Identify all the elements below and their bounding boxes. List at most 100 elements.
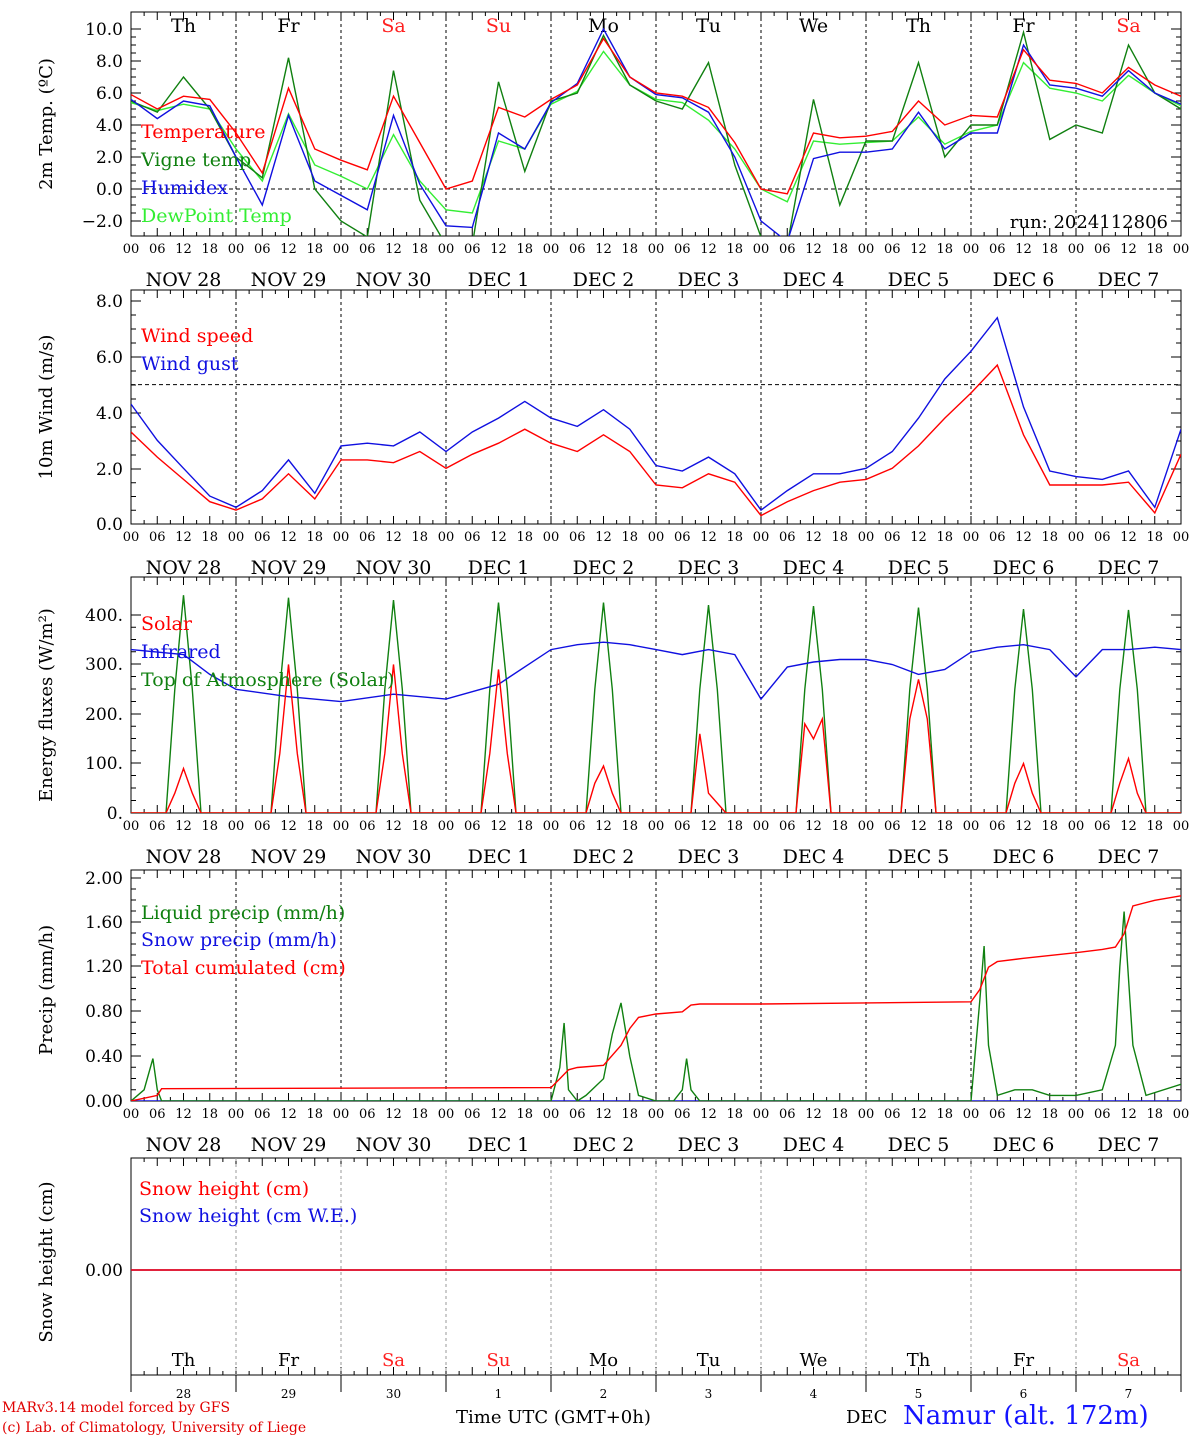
x-date-label: DEC 6 — [993, 269, 1055, 291]
x-hour-label: 00 — [438, 242, 455, 257]
day-number-label: 3 — [705, 1387, 713, 1401]
x-hour-label: 12 — [595, 530, 612, 545]
y-tick-label: 1.60 — [85, 913, 123, 933]
x-hour-label: 00 — [963, 530, 980, 545]
x-hour-label: 12 — [805, 1107, 822, 1122]
x-hour-label: 06 — [149, 1107, 166, 1122]
x-hour-label: 06 — [254, 1107, 271, 1122]
y-tick-label: 0.0 — [96, 515, 123, 535]
x-hour-label: 12 — [385, 530, 402, 545]
x-hour-label: 06 — [569, 242, 586, 257]
x-hour-label: 06 — [359, 530, 376, 545]
x-hour-label: 06 — [1094, 1107, 1111, 1122]
x-hour-label: 18 — [831, 819, 848, 834]
x-hour-label: 06 — [779, 819, 796, 834]
weekday-label: Su — [487, 1350, 511, 1371]
x-hour-label: 12 — [700, 242, 717, 257]
legend-entry: Temperature — [141, 121, 265, 143]
x-date-label: NOV 29 — [251, 557, 327, 579]
x-date-label: DEC 2 — [573, 557, 635, 579]
x-hour-label: 06 — [569, 530, 586, 545]
x-hour-label: 00 — [333, 819, 350, 834]
x-hour-label: 18 — [1146, 242, 1163, 257]
x-date-label: DEC 4 — [783, 846, 845, 868]
weekday-label: Th — [907, 1350, 931, 1371]
series-line-infrared — [131, 641, 1181, 703]
x-hour-label: 18 — [516, 242, 533, 257]
y-tick-label: 0.0 — [96, 180, 123, 200]
x-hour-label: 18 — [516, 530, 533, 545]
x-hour-label: 06 — [884, 242, 901, 257]
x-date-label: DEC 5 — [888, 269, 950, 291]
x-hour-label: 18 — [831, 530, 848, 545]
x-hour-label: 06 — [149, 530, 166, 545]
x-hour-label: 18 — [831, 242, 848, 257]
x-hour-label: 00 — [858, 819, 875, 834]
x-hour-label: 12 — [280, 819, 297, 834]
y-axis-label: Energy fluxes (W/m²) — [36, 608, 57, 802]
y-tick-label: 6.0 — [96, 84, 123, 104]
x-date-label: DEC 3 — [678, 557, 740, 579]
x-hour-label: 12 — [385, 1107, 402, 1122]
x-hour-label: 12 — [490, 530, 507, 545]
x-date-label: DEC 3 — [678, 1134, 740, 1156]
x-hour-label: 18 — [1146, 1107, 1163, 1122]
x-hour-label: 12 — [595, 242, 612, 257]
y-axis-label: 10m Wind (m/s) — [36, 335, 57, 480]
weekday-label: Fr — [1012, 15, 1035, 37]
y-tick-label: 4.0 — [96, 116, 123, 136]
x-hour-label: 00 — [1068, 242, 1085, 257]
x-hour-label: 00 — [648, 1107, 665, 1122]
x-hour-label: 06 — [464, 819, 481, 834]
day-number-label: 30 — [386, 1387, 401, 1401]
weekday-label: Fr — [277, 15, 300, 37]
x-hour-label: 00 — [963, 242, 980, 257]
weekday-label: We — [799, 15, 828, 37]
y-tick-label: 0.00 — [85, 1261, 123, 1281]
x-hour-label: 06 — [779, 242, 796, 257]
x-hour-label: 06 — [464, 1107, 481, 1122]
x-hour-label: 18 — [621, 242, 638, 257]
y-tick-label: 6.0 — [96, 348, 123, 368]
x-hour-label: 18 — [621, 1107, 638, 1122]
x-hour-label: 06 — [464, 530, 481, 545]
weekday-label: Th — [172, 1350, 196, 1371]
x-date-label: DEC 2 — [573, 1134, 635, 1156]
month-label: DEC — [846, 1407, 888, 1428]
x-hour-label: 06 — [1094, 819, 1111, 834]
x-hour-label: 12 — [490, 242, 507, 257]
x-hour-label: 18 — [411, 819, 428, 834]
x-date-label: DEC 4 — [783, 269, 845, 291]
weekday-label: Fr — [278, 1350, 299, 1371]
y-tick-label: 2.0 — [96, 148, 123, 168]
x-hour-label: 00 — [438, 530, 455, 545]
x-hour-label: 06 — [674, 530, 691, 545]
x-date-label: NOV 29 — [251, 269, 327, 291]
x-hour-label: 00 — [648, 530, 665, 545]
legend-entry: Solar — [141, 613, 193, 635]
station-title: Namur (alt. 172m) — [903, 1401, 1149, 1431]
weekday-label: Sa — [382, 1350, 405, 1371]
series-line-wind-speed — [131, 363, 1181, 517]
x-date-label: DEC 1 — [468, 1134, 530, 1156]
x-date-label: DEC 6 — [993, 1134, 1055, 1156]
legend-entry: Wind speed — [141, 325, 253, 347]
x-hour-label: 00 — [858, 242, 875, 257]
x-hour-label: 00 — [543, 1107, 560, 1122]
x-hour-label: 12 — [910, 242, 927, 257]
series-line-temperature — [131, 37, 1181, 195]
x-date-label: DEC 7 — [1098, 557, 1160, 579]
x-hour-label: 18 — [936, 530, 953, 545]
legend-entry: Wind gust — [141, 353, 239, 375]
x-hour-label: 12 — [175, 1107, 192, 1122]
x-date-label: DEC 1 — [468, 557, 530, 579]
x-date-label: NOV 30 — [356, 557, 432, 579]
x-hour-label: 12 — [490, 1107, 507, 1122]
x-date-label: DEC 1 — [468, 269, 530, 291]
x-hour-label: 12 — [700, 819, 717, 834]
x-hour-label: 06 — [674, 819, 691, 834]
x-hour-label: 12 — [175, 242, 192, 257]
x-hour-label: 18 — [516, 819, 533, 834]
x-date-label: DEC 7 — [1098, 846, 1160, 868]
y-tick-label: 100. — [85, 754, 123, 774]
